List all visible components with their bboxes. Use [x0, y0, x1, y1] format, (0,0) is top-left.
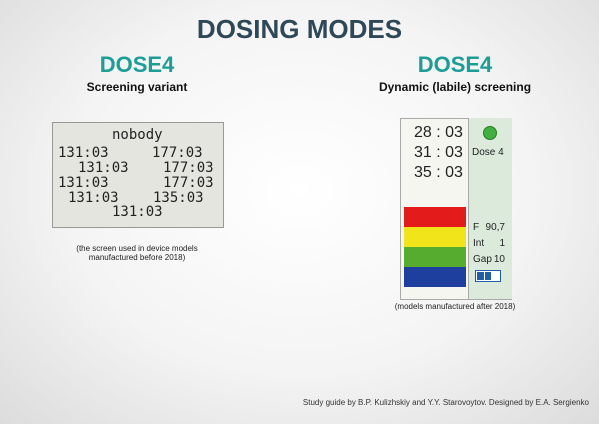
time-reading: 35 : 03 — [414, 164, 463, 181]
lcd-line: 131:03 — [58, 145, 109, 161]
lcd-screen — [52, 122, 224, 228]
left-caption: (the screen used in device models manufa… — [76, 244, 198, 262]
lcd-line: 177:03 — [163, 160, 214, 176]
lcd-line: 131:03 — [78, 160, 129, 176]
right-caption: (models manufactured after 2018) — [394, 302, 516, 311]
green-bar — [404, 247, 466, 267]
right-heading: DOSE4 — [417, 52, 493, 77]
lcd-line: 131:03 — [112, 204, 163, 220]
right-subtitle: Dynamic (labile) screening — [378, 80, 532, 94]
blue-bar — [404, 267, 466, 287]
param-value: 10 — [493, 254, 505, 265]
red-bar — [404, 207, 466, 227]
lcd-line: 131:03 — [58, 175, 109, 191]
param-name: F — [473, 222, 480, 233]
device-side-panel — [468, 118, 512, 299]
time-reading: 28 : 03 — [414, 124, 463, 141]
lcd-line: 135:03 — [153, 190, 204, 206]
lcd-line: 177:03 — [163, 175, 214, 191]
footer: Study guide by B.P. Kulizhskiy and Y.Y. … — [302, 398, 589, 407]
param-value: 1 — [499, 238, 505, 249]
left-heading: DOSE4 — [99, 52, 175, 77]
left-subtitle: Screening variant — [86, 80, 188, 94]
param-name: Int — [473, 238, 485, 249]
time-reading: 31 : 03 — [414, 144, 463, 161]
status-led — [483, 126, 497, 140]
dose-label: Dose 4 — [472, 147, 504, 158]
lcd-line: 131:03 — [68, 190, 119, 206]
page-title: DOSING MODES — [196, 14, 403, 44]
yellow-bar — [404, 227, 466, 247]
param-value: 90,7 — [485, 222, 505, 233]
battery-icon — [475, 270, 501, 282]
lcd-line: nobody — [112, 127, 163, 143]
lcd-line: 177:03 — [152, 145, 203, 161]
param-name: Gap — [473, 254, 492, 265]
